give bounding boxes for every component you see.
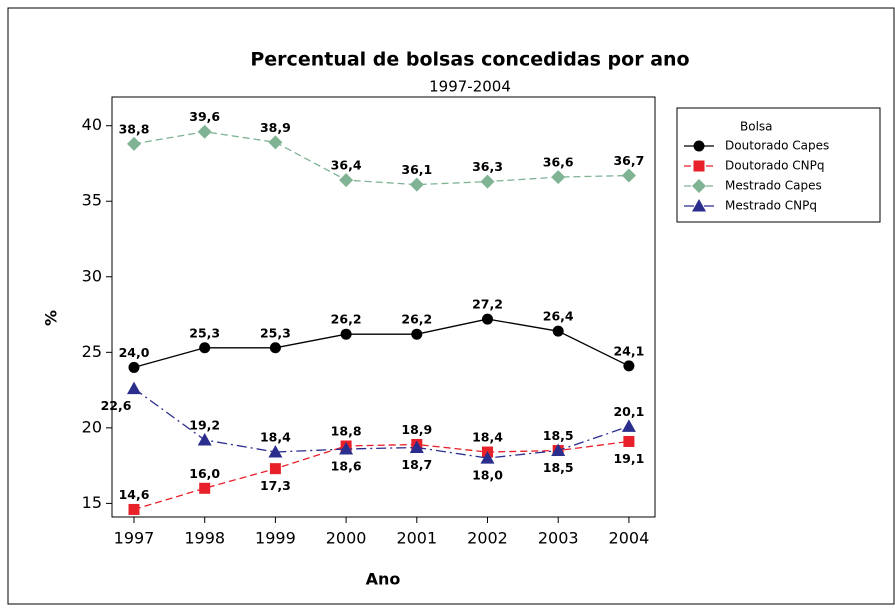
series-line xyxy=(133,131,629,186)
value-label: 27,2 xyxy=(472,297,503,312)
frame xyxy=(7,7,895,605)
x-tick-label: 2001 xyxy=(396,529,437,548)
chart-subtitle: 1997-2004 xyxy=(429,78,511,96)
legend-marker xyxy=(693,140,705,152)
data-point xyxy=(409,440,424,454)
data-point xyxy=(623,435,635,447)
value-label: 38,9 xyxy=(260,120,291,135)
legend-marker xyxy=(693,160,705,172)
value-label: 25,3 xyxy=(260,325,291,340)
legend-label: Doutorado CNPq xyxy=(725,159,825,173)
legend-box xyxy=(676,107,881,223)
data-point xyxy=(199,342,211,354)
value-label: 18,4 xyxy=(472,430,503,445)
data-point xyxy=(552,325,564,337)
data-point xyxy=(128,361,140,373)
data-point xyxy=(339,442,354,455)
x-tick-label: 1998 xyxy=(184,529,225,548)
data-point xyxy=(340,328,352,340)
y-axis-label: % xyxy=(42,310,61,326)
value-label: 24,1 xyxy=(613,343,644,358)
value-label: 36,4 xyxy=(331,158,362,173)
y-tick-label: 25 xyxy=(82,342,102,361)
data-point xyxy=(269,342,281,354)
value-label: 38,8 xyxy=(119,121,150,136)
value-label: 39,6 xyxy=(189,109,220,124)
value-label: 19,1 xyxy=(613,451,644,466)
y-tick-label: 30 xyxy=(82,266,102,285)
x-axis-label: Ano xyxy=(366,570,401,589)
value-label: 14,6 xyxy=(119,487,150,502)
value-label: 18,6 xyxy=(331,459,362,474)
value-label: 22,6 xyxy=(101,398,132,413)
x-tick-label: 2000 xyxy=(326,529,367,548)
data-point xyxy=(621,168,636,183)
data-point xyxy=(551,170,566,185)
value-label: 18,5 xyxy=(543,460,574,475)
data-point xyxy=(623,360,635,372)
legend-title: Bolsa xyxy=(740,120,773,134)
value-label: 36,7 xyxy=(613,153,644,168)
data-point xyxy=(411,328,423,340)
data-point xyxy=(127,381,141,395)
y-tick-label: 40 xyxy=(82,115,102,134)
series-line xyxy=(133,388,630,459)
x-tick-label: 2002 xyxy=(467,529,508,548)
legend-marker xyxy=(692,199,706,212)
x-tick-label: 2004 xyxy=(609,529,650,548)
plot-area xyxy=(111,96,656,518)
value-label: 36,6 xyxy=(543,155,574,170)
data-point xyxy=(199,482,211,494)
data-point xyxy=(409,177,424,192)
value-label: 36,1 xyxy=(401,162,432,177)
x-tick-label: 1997 xyxy=(114,529,155,548)
value-label: 17,3 xyxy=(260,478,291,493)
value-label: 18,4 xyxy=(260,430,291,445)
value-label: 18,5 xyxy=(543,428,574,443)
data-point xyxy=(128,503,140,515)
data-point xyxy=(127,136,141,151)
y-tick-label: 20 xyxy=(82,417,102,436)
series-line xyxy=(133,440,629,511)
chart-title: Percentual de bolsas concedidas por ano xyxy=(250,49,689,71)
x-tick-label: 1999 xyxy=(255,529,296,548)
value-label: 19,2 xyxy=(189,417,220,432)
value-label: 18,0 xyxy=(472,468,503,483)
data-point xyxy=(269,463,281,475)
value-label: 20,1 xyxy=(613,404,644,419)
x-tick-label: 2003 xyxy=(538,529,579,548)
value-label: 26,2 xyxy=(401,312,432,327)
value-label: 18,8 xyxy=(331,423,362,438)
legend-label: Mestrado Capes xyxy=(725,179,822,193)
value-label: 26,2 xyxy=(331,312,362,327)
value-label: 18,9 xyxy=(401,422,432,437)
data-point xyxy=(268,135,283,150)
data-point xyxy=(480,174,495,189)
data-point xyxy=(482,313,493,325)
legend-label: Doutorado Capes xyxy=(725,139,829,153)
data-point xyxy=(621,419,636,432)
value-label: 16,0 xyxy=(189,466,220,481)
value-label: 36,3 xyxy=(472,159,503,174)
data-point xyxy=(480,451,495,464)
y-tick-label: 35 xyxy=(82,191,102,210)
data-point xyxy=(197,124,212,139)
data-point xyxy=(551,443,566,457)
value-label: 25,3 xyxy=(189,325,220,340)
data-point xyxy=(268,445,283,458)
value-label: 26,4 xyxy=(543,309,574,324)
value-label: 18,7 xyxy=(401,457,432,472)
legend-label: Mestrado CNPq xyxy=(725,199,817,213)
y-tick-label: 15 xyxy=(82,493,102,512)
value-label: 24,0 xyxy=(119,345,150,360)
data-point xyxy=(197,432,212,446)
series-line xyxy=(133,318,630,369)
legend-marker xyxy=(692,179,706,193)
data-point xyxy=(339,173,354,188)
